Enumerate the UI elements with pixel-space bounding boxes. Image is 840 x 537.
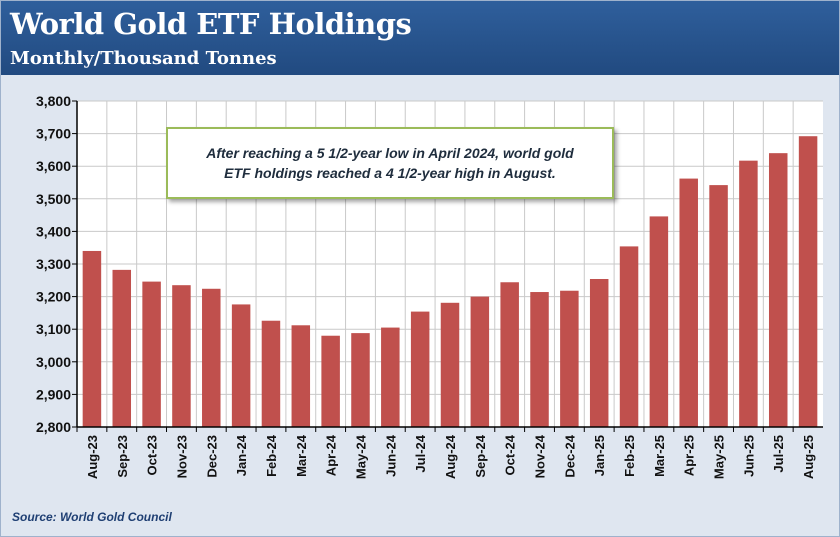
bar-sep-23	[112, 269, 132, 427]
x-tick-label: Jan-25	[592, 435, 607, 476]
bar-aug-25	[798, 136, 818, 427]
y-tick-label: 2,900	[36, 386, 71, 402]
x-tick-label: Aug-24	[443, 434, 458, 479]
source-note: Source: World Gold Council	[12, 510, 172, 524]
bar-nov-24	[530, 292, 549, 427]
x-tick-label: Aug-23	[85, 435, 100, 479]
bar-mar-25	[649, 216, 669, 427]
x-tick-label: Mar-24	[294, 434, 309, 477]
bar-sep-24	[470, 296, 490, 427]
x-tick-label: Nov-23	[174, 435, 189, 478]
x-tick-label: Mar-25	[652, 435, 667, 477]
x-tick-label: May-25	[712, 435, 727, 479]
y-tick-label: 3,400	[36, 223, 71, 239]
bar-apr-24	[321, 335, 340, 427]
annotation-callout: After reaching a 5 1/2-year low in April…	[166, 127, 614, 199]
x-tick-label: Nov-24	[533, 434, 548, 478]
bar-aug-24	[440, 302, 460, 427]
bar-jul-24	[410, 311, 430, 427]
x-tick-label: Feb-25	[622, 435, 637, 477]
bar-mar-24	[291, 325, 311, 427]
bar-jan-24	[231, 304, 251, 427]
bar-nov-23	[172, 285, 191, 427]
y-tick-label: 3,700	[36, 126, 71, 142]
bar-aug-23	[82, 250, 102, 427]
x-tick-label: Dec-24	[562, 434, 577, 477]
x-tick-label: Jun-24	[383, 434, 398, 477]
x-tick-label: Aug-25	[801, 435, 816, 479]
x-tick-label: Oct-24	[503, 434, 518, 475]
x-tick-label: Apr-24	[324, 434, 339, 476]
x-tick-label: Jul-25	[771, 435, 786, 473]
bar-may-25	[709, 185, 728, 427]
x-tick-label: Jul-24	[413, 434, 428, 472]
y-tick-label: 3,300	[36, 256, 71, 272]
x-tick-label: Oct-23	[145, 435, 160, 475]
x-tick-label: Apr-25	[682, 435, 697, 476]
x-tick-label: Dec-23	[204, 435, 219, 478]
bar-feb-24	[261, 320, 281, 427]
bar-oct-24	[500, 282, 519, 427]
bar-apr-25	[679, 178, 698, 427]
x-tick-label: Jan-24	[234, 434, 249, 476]
x-tick-label: Sep-23	[115, 435, 130, 478]
bar-jan-25	[589, 278, 609, 427]
y-tick-label: 3,800	[36, 93, 71, 109]
y-tick-label: 3,500	[36, 191, 71, 207]
y-tick-label: 2,800	[36, 419, 71, 435]
bar-dec-24	[560, 290, 579, 427]
x-tick-label: Jun-25	[741, 435, 756, 477]
y-tick-label: 3,100	[36, 321, 71, 337]
chart-subtitle: Monthly/Thousand Tonnes	[10, 48, 277, 69]
bar-oct-23	[142, 281, 161, 427]
x-tick-label: Feb-24	[264, 434, 279, 477]
bar-may-24	[351, 333, 370, 427]
annotation-line-1: After reaching a 5 1/2-year low in April…	[206, 145, 574, 161]
x-tick-label: May-24	[353, 434, 368, 479]
chart-header: World Gold ETF Holdings Monthly/Thousand…	[1, 1, 839, 75]
y-tick-label: 3,000	[36, 354, 71, 370]
y-tick-label: 3,200	[36, 289, 71, 305]
bar-feb-25	[619, 246, 639, 427]
x-tick-label: Sep-24	[473, 434, 488, 477]
annotation-line-2: ETF holdings reached a 4 1/2-year high i…	[224, 165, 556, 181]
bar-jun-24	[381, 327, 400, 427]
bar-dec-23	[202, 288, 221, 427]
bar-jul-25	[768, 153, 788, 427]
bar-jun-25	[739, 160, 758, 427]
y-tick-label: 3,600	[36, 158, 71, 174]
chart-title: World Gold ETF Holdings	[10, 7, 412, 41]
